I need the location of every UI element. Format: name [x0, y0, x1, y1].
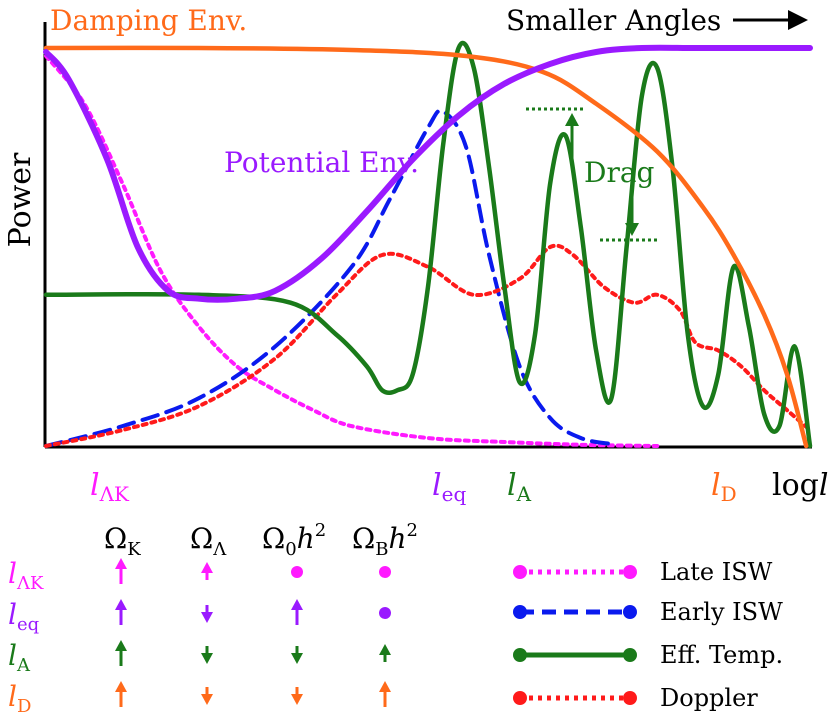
col-omega-lambda: ΩΛ [190, 522, 227, 560]
cell-up-arrow-icon [115, 599, 127, 625]
damping-env-label: Damping Env. [50, 4, 247, 37]
col-omega-k: ΩK [104, 522, 141, 560]
legend-swatch-eff-temp [513, 648, 637, 662]
smaller-angles-arrow-icon [733, 10, 808, 30]
cell-up-arrow-icon [115, 640, 127, 666]
row-label-l-a: lA [8, 639, 31, 676]
cell-down-arrow-small-icon [201, 646, 213, 664]
legend-swatch-early-isw [513, 605, 637, 619]
cell-up-arrow-small-icon [379, 644, 391, 662]
series-eff-temp [43, 40, 813, 449]
cell-up-arrow-icon [291, 599, 303, 625]
legend-label-late-isw: Late ISW [660, 558, 773, 586]
drag-label: Drag [584, 156, 655, 189]
legend [513, 565, 637, 705]
cell-dot-icon [379, 607, 391, 619]
series-potential-env [43, 44, 813, 303]
cell-down-arrow-small-icon [291, 687, 303, 705]
smaller-angles-label: Smaller Angles [506, 4, 721, 37]
legend-label-eff-temp: Eff. Temp. [660, 641, 783, 669]
cell-dot-icon [379, 566, 391, 578]
marker-l-eq: leq [432, 468, 466, 506]
marker-l-a: lA [507, 468, 532, 506]
drag-marker-first-peak [526, 107, 586, 168]
cell-up-arrow-icon [115, 558, 127, 584]
cell-up-arrow-icon [379, 681, 391, 707]
y-axis-label: Power [3, 152, 38, 247]
table-cells [115, 558, 391, 707]
row-label-l-lambda-k: lΛK [8, 557, 44, 594]
legend-label-doppler: Doppler [660, 684, 758, 712]
x-axis-end-label: logl [772, 468, 828, 503]
col-omega0-h2: Ω0h2 [262, 520, 326, 560]
legend-swatch-doppler [513, 691, 637, 705]
row-label-l-eq: leq [8, 598, 39, 635]
cell-down-arrow-small-icon [201, 605, 213, 623]
legend-swatch-late-isw [513, 565, 637, 579]
row-label-l-d: lD [8, 680, 31, 717]
cell-down-arrow-small-icon [201, 687, 213, 705]
series-early-isw [44, 108, 614, 448]
marker-l-d: lD [711, 468, 737, 506]
cell-up-arrow-icon [115, 681, 127, 707]
potential-env-label: Potential Env. [224, 146, 419, 179]
series-doppler [44, 243, 812, 448]
series-late-isw [44, 54, 660, 448]
cell-dot-icon [291, 566, 303, 578]
cell-up-arrow-small-icon [201, 562, 213, 580]
legend-label-early-isw: Early ISW [660, 598, 783, 626]
cell-down-arrow-small-icon [291, 646, 303, 664]
marker-l-lambda-k: lΛK [90, 468, 130, 506]
col-omegab-h2: ΩBh2 [352, 520, 418, 560]
series-layer [43, 40, 813, 449]
series-damping-env [43, 45, 809, 449]
drag-marker-second-peak [600, 194, 660, 242]
